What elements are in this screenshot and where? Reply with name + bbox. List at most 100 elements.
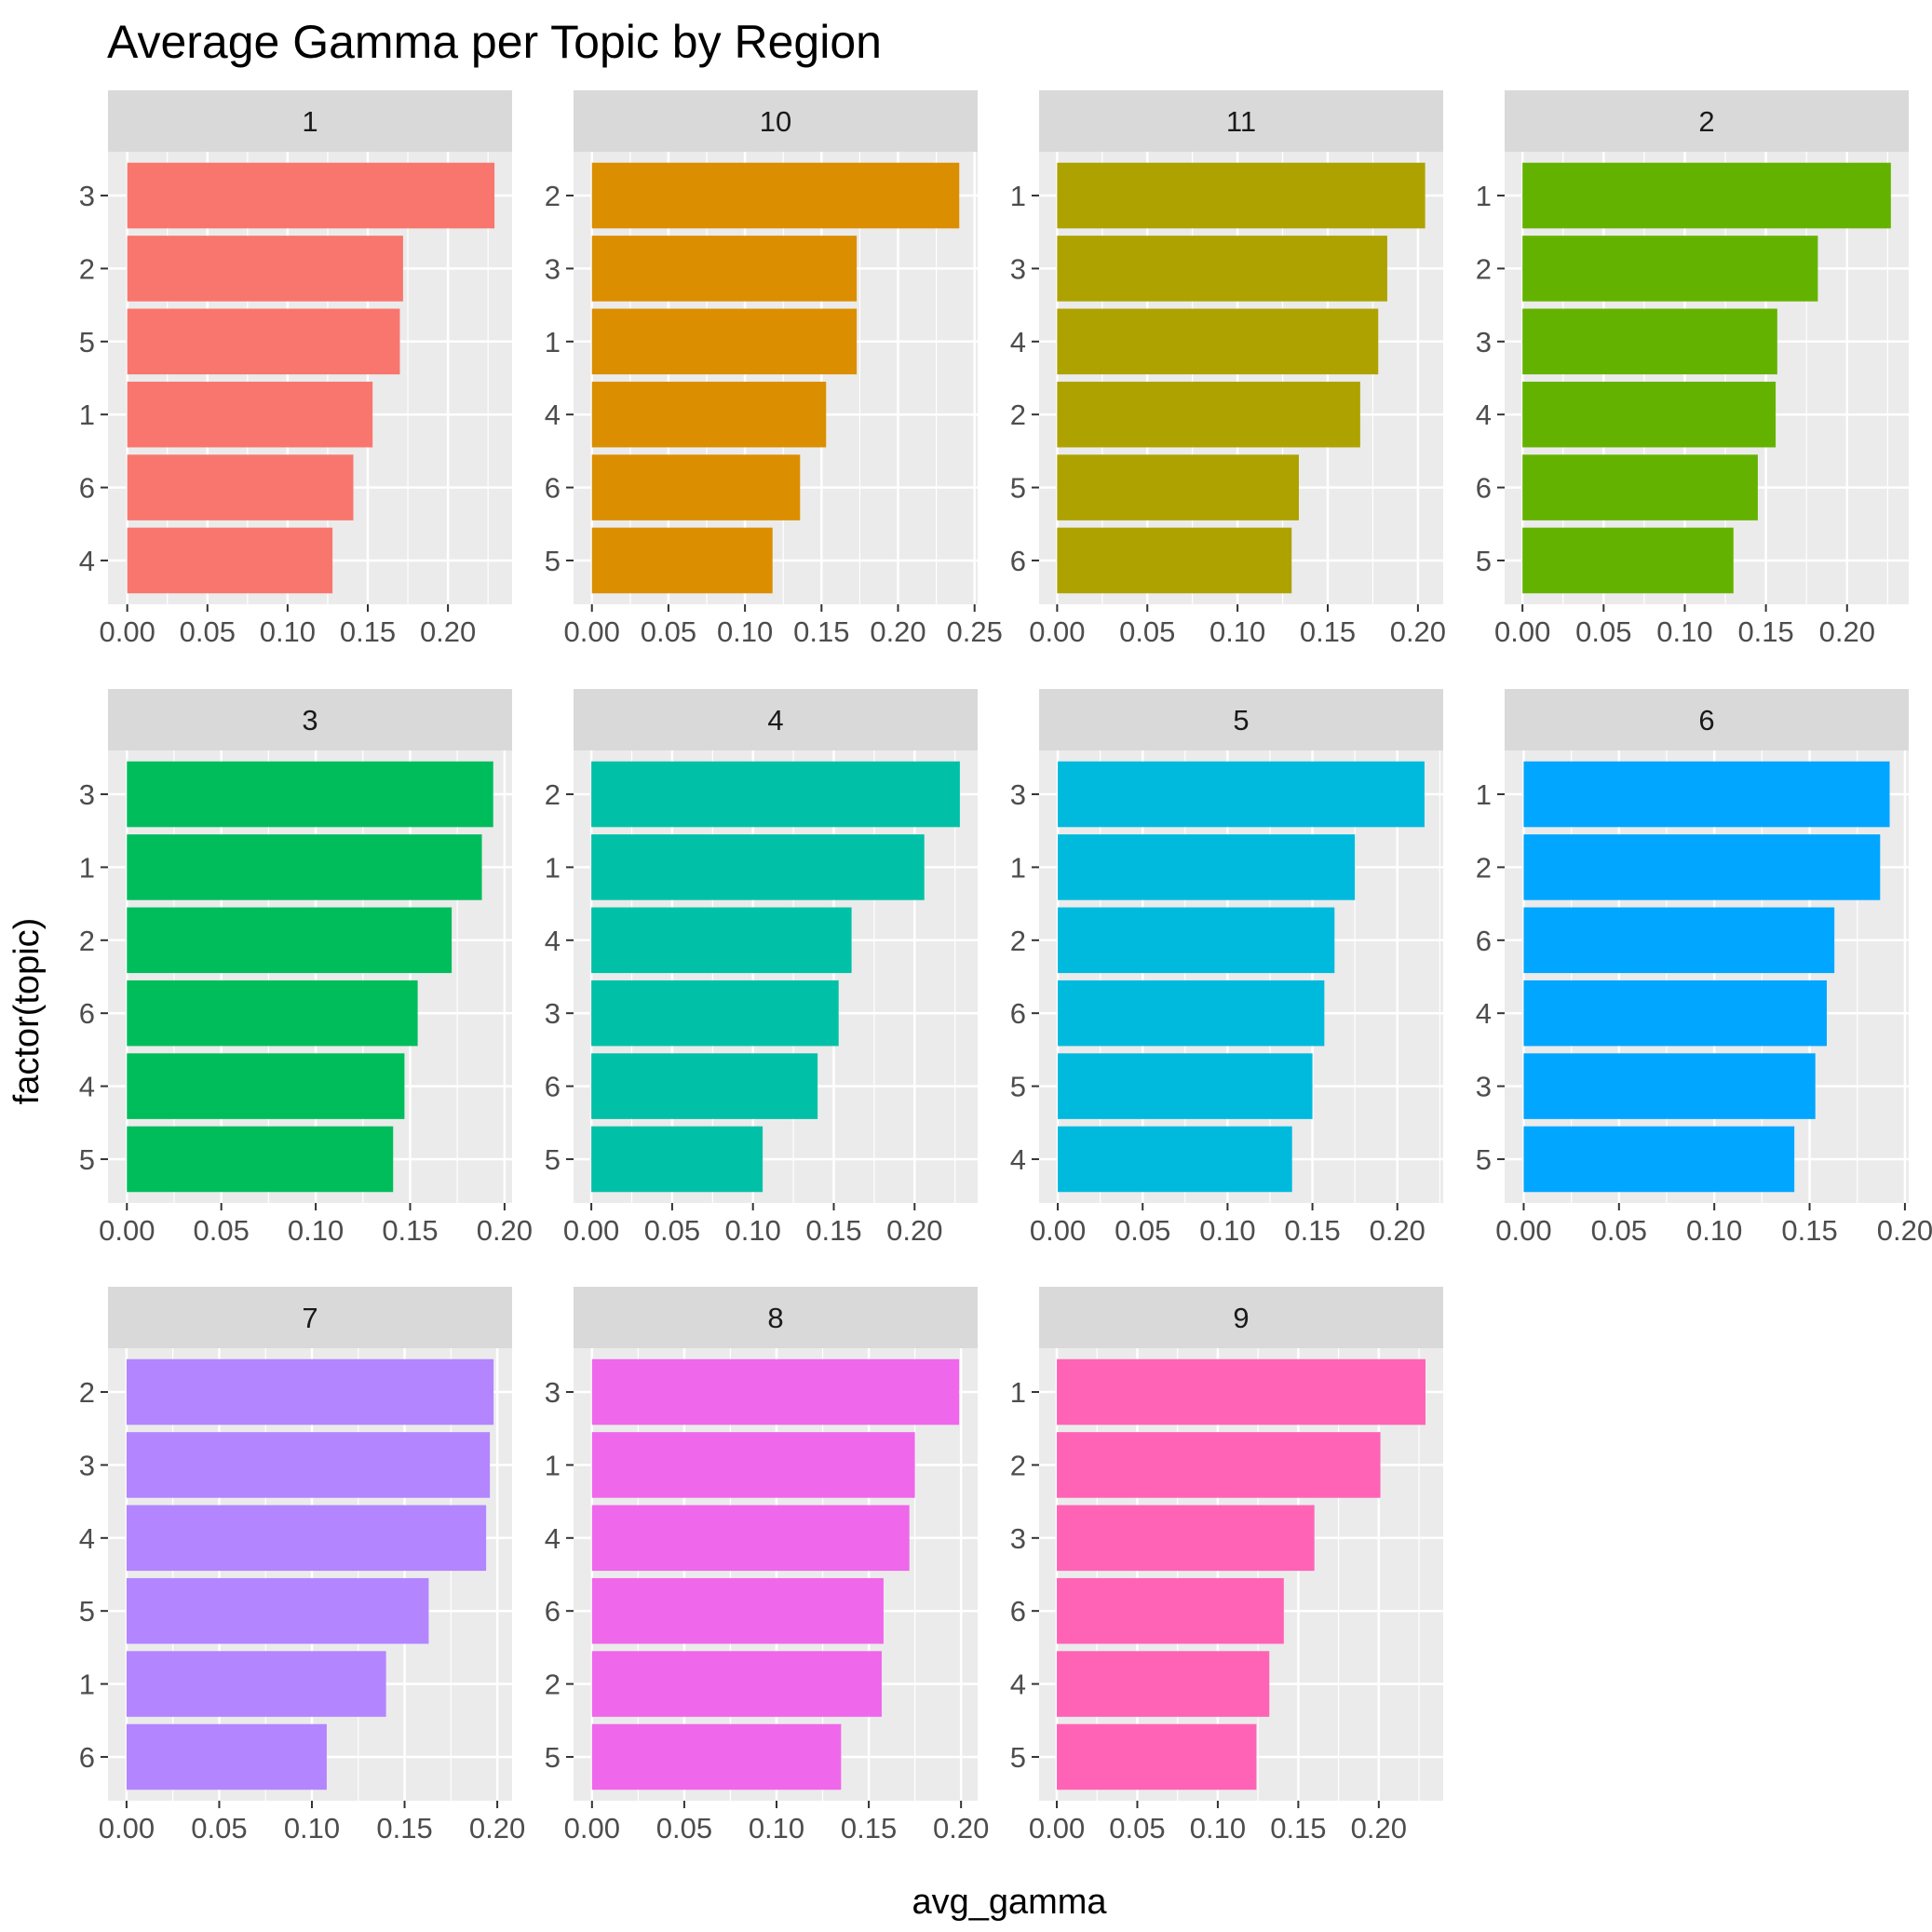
bar-topic-6 <box>126 1723 327 1790</box>
bar-topic-5 <box>591 1126 763 1193</box>
bar-topic-5 <box>127 1126 394 1193</box>
bar-topic-2 <box>1523 834 1881 900</box>
y-tick-label: 2 <box>79 252 95 285</box>
y-tick-label: 3 <box>1476 1071 1492 1103</box>
y-tick-label: 4 <box>1010 326 1026 358</box>
x-tick-label: 0.10 <box>284 1812 340 1844</box>
bar-topic-1 <box>127 834 482 900</box>
bar-topic-2 <box>1057 381 1360 448</box>
bar-topic-2 <box>127 907 453 974</box>
bar-topic-3 <box>591 1358 960 1425</box>
facet-strip-label: 4 <box>767 704 783 736</box>
y-tick-label: 3 <box>1010 252 1026 285</box>
bar-topic-3 <box>591 236 858 302</box>
x-tick-label: 0.15 <box>1284 1214 1340 1247</box>
x-tick-label: 0.05 <box>656 1812 712 1844</box>
x-tick-label: 0.15 <box>376 1812 432 1844</box>
x-tick-label: 0.05 <box>191 1812 247 1844</box>
bar-topic-5 <box>127 308 400 375</box>
x-tick-label: 0.25 <box>947 615 1003 648</box>
bar-topic-1 <box>1523 761 1890 828</box>
y-tick-label: 5 <box>79 1595 95 1628</box>
y-tick-label: 6 <box>545 1595 561 1628</box>
y-tick-label: 6 <box>545 472 561 505</box>
x-tick-label: 0.00 <box>99 615 155 648</box>
y-tick-label: 4 <box>1010 1669 1026 1701</box>
y-tick-label: 3 <box>545 1376 561 1409</box>
bar-topic-3 <box>1057 236 1387 302</box>
x-tick-label: 0.05 <box>1119 615 1175 648</box>
y-tick-label: 5 <box>1010 1741 1026 1774</box>
bar-topic-1 <box>127 381 373 448</box>
bar-topic-1 <box>591 1432 915 1498</box>
x-tick-label: 0.00 <box>564 1812 620 1844</box>
x-tick-label: 0.10 <box>717 615 773 648</box>
y-tick-label: 1 <box>1476 180 1492 212</box>
facet-strip-label: 3 <box>302 704 317 736</box>
bar-topic-6 <box>1057 1577 1284 1644</box>
x-tick-label: 0.00 <box>99 1812 155 1844</box>
bar-topic-3 <box>1522 308 1777 375</box>
bar-topic-5 <box>1058 1053 1313 1119</box>
bar-topic-2 <box>127 236 403 302</box>
y-tick-label: 1 <box>79 1669 95 1701</box>
facet-panel-6: 6 1 2 6 4 3 5 0.00 0.05 0.10 0.15 0.20 <box>1476 689 1932 1247</box>
x-tick-label: 0.05 <box>180 615 236 648</box>
y-tick-label: 4 <box>1476 997 1492 1030</box>
bar-topic-6 <box>1523 907 1835 974</box>
y-tick-label: 4 <box>79 1522 95 1555</box>
x-tick-label: 0.20 <box>1819 615 1875 648</box>
x-tick-label: 0.15 <box>1270 1812 1326 1844</box>
y-tick-label: 2 <box>545 1669 561 1701</box>
bar-topic-6 <box>127 980 418 1047</box>
y-tick-label: 2 <box>545 778 561 811</box>
bar-topic-5 <box>591 1723 842 1790</box>
y-tick-label: 1 <box>1010 180 1026 212</box>
bar-topic-6 <box>1522 454 1758 520</box>
x-tick-label: 0.15 <box>1781 1214 1837 1247</box>
y-tick-label: 2 <box>1476 252 1492 285</box>
bar-topic-4 <box>591 907 852 974</box>
bar-topic-2 <box>1057 1432 1381 1498</box>
x-tick-label: 0.05 <box>644 1214 700 1247</box>
x-tick-label: 0.15 <box>841 1812 897 1844</box>
bar-topic-1 <box>1522 162 1891 229</box>
facet-strip-label: 1 <box>302 105 317 138</box>
y-tick-label: 6 <box>79 472 95 505</box>
x-tick-label: 0.20 <box>469 1812 525 1844</box>
bar-topic-3 <box>591 980 839 1047</box>
facet-strip-label: 6 <box>1698 704 1714 736</box>
x-tick-label: 0.10 <box>725 1214 781 1247</box>
facet-panels: 1 3 2 5 1 6 4 0.00 0.05 0.10 0.15 0.20 10 2 3 1 4 6 5 0.00 0… <box>79 90 1932 1844</box>
x-tick-label: 0.20 <box>886 1214 942 1247</box>
bar-topic-3 <box>127 162 495 229</box>
y-tick-label: 5 <box>545 545 561 577</box>
y-tick-label: 5 <box>79 1143 95 1176</box>
bar-topic-6 <box>1058 980 1325 1047</box>
y-tick-label: 3 <box>79 1449 95 1481</box>
x-tick-label: 0.10 <box>260 615 316 648</box>
x-tick-label: 0.10 <box>1190 1812 1246 1844</box>
y-tick-label: 3 <box>1010 778 1026 811</box>
facet-strip-label: 11 <box>1226 105 1256 138</box>
y-tick-label: 6 <box>79 997 95 1030</box>
x-tick-label: 0.10 <box>1656 615 1712 648</box>
x-tick-label: 0.20 <box>1351 1812 1407 1844</box>
y-tick-label: 4 <box>545 1522 561 1555</box>
bar-topic-4 <box>1058 1126 1292 1193</box>
bar-topic-2 <box>591 1651 882 1717</box>
facet-strip <box>108 689 512 750</box>
facet-panel-10: 10 2 3 1 4 6 5 0.00 0.05 0.10 0.15 0.20 0.25 <box>545 90 1003 648</box>
x-tick-label: 0.05 <box>1109 1812 1165 1844</box>
bar-topic-3 <box>1523 1053 1816 1119</box>
chart-title: Average Gamma per Topic by Region <box>107 16 882 68</box>
bar-topic-6 <box>1057 527 1292 594</box>
bar-topic-2 <box>1058 907 1335 974</box>
bar-topic-3 <box>1058 761 1425 828</box>
y-tick-label: 4 <box>1476 399 1492 431</box>
facet-panel-2: 2 1 2 3 4 6 5 0.00 0.05 0.10 0.15 0.20 <box>1476 90 1909 648</box>
y-tick-label: 1 <box>1476 778 1492 811</box>
x-tick-label: 0.05 <box>1575 615 1631 648</box>
y-tick-label: 1 <box>1010 851 1026 884</box>
x-tick-label: 0.00 <box>99 1214 155 1247</box>
